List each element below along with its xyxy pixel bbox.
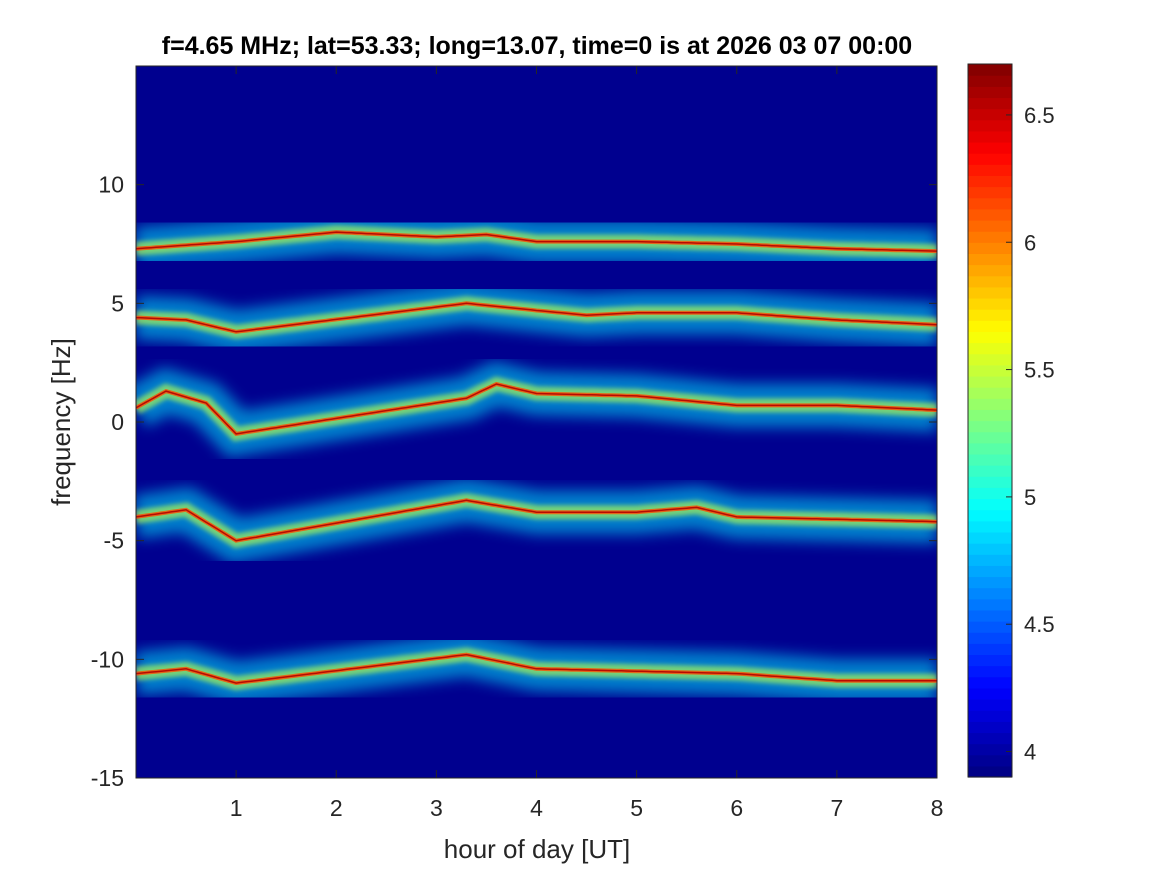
band-2-peak — [136, 383, 937, 435]
colorbar-swatch — [968, 621, 1012, 633]
x-axis-ticks: 1 2 3 4 5 6 7 8 — [230, 66, 944, 821]
colorbar-tick-label: 4 — [1024, 740, 1036, 765]
colorbar-swatch — [968, 320, 1012, 332]
colorbar-swatch — [968, 487, 1012, 500]
x-tick-label: 2 — [330, 795, 343, 821]
x-axis-label: hour of day [UT] — [444, 834, 630, 864]
colorbar-swatch — [968, 687, 1012, 700]
colorbar-swatch — [968, 587, 1012, 600]
y-tick-label: -5 — [104, 528, 124, 554]
y-tick-label: 10 — [98, 172, 124, 198]
y-tick-label: 5 — [111, 290, 124, 316]
colorbar-swatch — [968, 141, 1012, 154]
colorbar-swatch — [968, 699, 1012, 711]
colorbar-swatch — [968, 710, 1012, 722]
y-axis-ticks: -15 -10 -5 0 5 10 — [91, 172, 937, 791]
colorbar-swatch — [968, 565, 1012, 578]
colorbar-swatch — [968, 253, 1012, 266]
colorbar-swatch — [968, 476, 1012, 488]
y-tick-label: -10 — [91, 646, 124, 672]
colorbar-tick-label: 4.5 — [1024, 612, 1055, 637]
colorbar-swatch — [968, 219, 1012, 232]
colorbar-swatch — [968, 509, 1012, 522]
colorbar-swatch — [968, 364, 1012, 377]
chart-title: f=4.65 MHz; lat=53.33; long=13.07, time=… — [162, 32, 912, 60]
colorbar-swatch — [968, 453, 1012, 466]
colorbar-swatch — [968, 331, 1012, 344]
colorbar-swatch — [968, 654, 1012, 667]
colorbar-swatch — [968, 632, 1012, 644]
colorbar-swatch — [968, 465, 1012, 477]
colorbar-swatch — [968, 64, 1012, 76]
colorbar-swatch — [968, 108, 1012, 121]
colorbar-swatch — [968, 665, 1012, 678]
colorbar-swatch — [968, 398, 1012, 410]
colorbar-swatch — [968, 531, 1012, 544]
band-4-peak — [136, 653, 937, 684]
colorbar-swatch — [968, 732, 1012, 745]
colorbar-swatch — [968, 554, 1012, 566]
colorbar-swatch — [968, 375, 1012, 388]
x-tick-label: 8 — [931, 795, 944, 821]
colorbar-swatch — [968, 75, 1012, 87]
colorbar: 4 4.5 5 5.5 6 6.5 — [967, 63, 1055, 778]
spectrogram-bands — [136, 210, 937, 706]
colorbar-swatch — [968, 353, 1012, 366]
colorbar-swatch — [968, 576, 1012, 589]
colorbar-tick-label: 5 — [1024, 485, 1036, 510]
colorbar-swatch — [968, 164, 1012, 177]
colorbar-swatch — [968, 309, 1012, 321]
colorbar-swatch — [968, 609, 1012, 622]
x-tick-label: 7 — [830, 795, 843, 821]
colorbar-swatch — [968, 153, 1012, 165]
colorbar-swatch — [968, 275, 1012, 288]
colorbar-swatch — [968, 643, 1012, 656]
colorbar-swatch — [968, 765, 1012, 778]
colorbar-swatch — [968, 409, 1012, 422]
colorbar-swatch — [968, 175, 1012, 188]
x-tick-label: 4 — [530, 795, 543, 821]
colorbar-swatch — [968, 498, 1012, 511]
colorbar-swatch — [968, 231, 1012, 243]
colorbar-tick-label: 6.5 — [1024, 103, 1055, 128]
colorbar-swatch — [968, 754, 1012, 767]
x-tick-label: 6 — [730, 795, 743, 821]
colorbar-swatch — [968, 676, 1012, 689]
x-tick-label: 1 — [230, 795, 243, 821]
colorbar-swatch — [968, 130, 1012, 143]
colorbar-swatch — [968, 97, 1012, 110]
colorbar-swatch — [968, 442, 1012, 455]
colorbar-swatch — [968, 721, 1012, 734]
band-0-peak — [136, 231, 937, 252]
colorbar-swatch — [968, 286, 1012, 299]
colorbar-swatch — [968, 387, 1012, 399]
band-3-peak — [136, 499, 937, 542]
colorbar-swatch — [968, 431, 1012, 444]
colorbar-swatch — [968, 264, 1012, 277]
colorbar-swatch — [968, 520, 1012, 533]
colorbar-swatch — [968, 186, 1012, 199]
colorbar-swatch — [968, 86, 1012, 99]
y-axis-label: frequency [Hz] — [46, 338, 76, 506]
colorbar-swatch — [968, 208, 1012, 221]
colorbar-tick-label: 6 — [1024, 230, 1036, 255]
x-tick-label: 5 — [630, 795, 643, 821]
colorbar-swatch — [968, 242, 1012, 254]
colorbar-swatch — [968, 297, 1012, 310]
colorbar-swatch — [968, 119, 1012, 132]
colorbar-frame — [967, 63, 1013, 778]
band-1-peak — [136, 302, 937, 333]
plot-area — [135, 65, 938, 779]
x-tick-label: 3 — [430, 795, 443, 821]
y-tick-label: 0 — [111, 409, 124, 435]
colorbar-swatch — [968, 197, 1012, 210]
colorbar-swatch — [968, 543, 1012, 555]
colorbar-tick-label: 5.5 — [1024, 358, 1055, 383]
colorbar-swatch — [968, 598, 1012, 611]
y-tick-label: -15 — [91, 765, 124, 791]
colorbar-swatch — [968, 743, 1012, 756]
colorbar-swatch — [968, 342, 1012, 355]
colorbar-swatch — [968, 420, 1012, 433]
